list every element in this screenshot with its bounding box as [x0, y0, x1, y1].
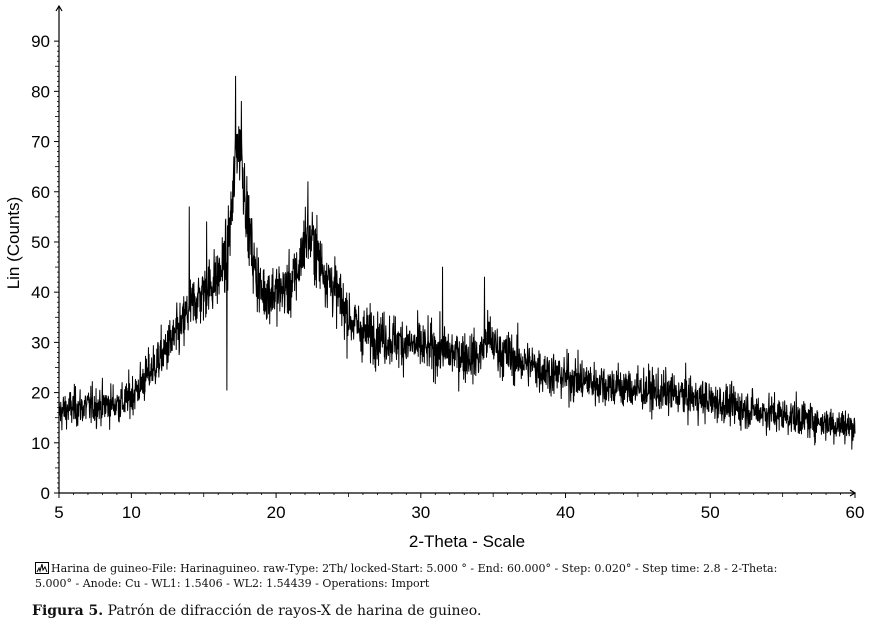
y-tick-label: 10 [31, 434, 50, 453]
legend-text-line2: 5.000° - Anode: Cu - WL1: 1.5406 - WL2: … [35, 577, 430, 590]
y-tick-label: 80 [31, 82, 50, 101]
y-tick-label: 60 [31, 183, 50, 202]
data-series-line [58, 75, 856, 450]
legend-text-line1: Harina de guineo-File: Harinaguineo. raw… [51, 562, 778, 575]
pattern-legend-icon [35, 562, 49, 574]
y-tick-label: 30 [31, 333, 50, 352]
x-tick-label: 30 [411, 503, 430, 522]
y-tick-label: 70 [31, 133, 50, 152]
x-tick-label: 50 [701, 503, 720, 522]
caption-text: Patrón de difracción de rayos-X de harin… [103, 603, 482, 619]
y-axis-arrow [55, 4, 63, 12]
y-tick-label: 20 [31, 384, 50, 403]
caption-label: Figura 5. [32, 603, 104, 619]
y-tick-label: 50 [31, 233, 50, 252]
x-tick-label: 20 [267, 503, 286, 522]
legend: Harina de guineo-File: Harinaguineo. raw… [35, 561, 867, 591]
y-tick-label: 0 [41, 484, 50, 503]
x-axis-label: 2-Theta - Scale [409, 532, 525, 551]
y-tick-label: 90 [31, 32, 50, 51]
x-tick-label: 5 [54, 503, 63, 522]
x-tick-label: 40 [556, 503, 575, 522]
xrd-chart: 0 10 20 30 40 50 60 70 80 90 5 10 20 30 40 50 60 2-Theta… [4, 4, 864, 551]
figure-caption: Figura 5. Patrón de difracción de rayos-… [32, 603, 481, 619]
y-axis-label: Lin (Counts) [4, 197, 23, 290]
x-tick-label: 10 [122, 503, 141, 522]
chart-ticks: 0 10 20 30 40 50 60 70 80 90 5 10 20 30 40 50 60 [31, 32, 864, 522]
chart-axes [55, 4, 857, 497]
x-tick-label: 60 [846, 503, 865, 522]
y-tick-label: 40 [31, 283, 50, 302]
